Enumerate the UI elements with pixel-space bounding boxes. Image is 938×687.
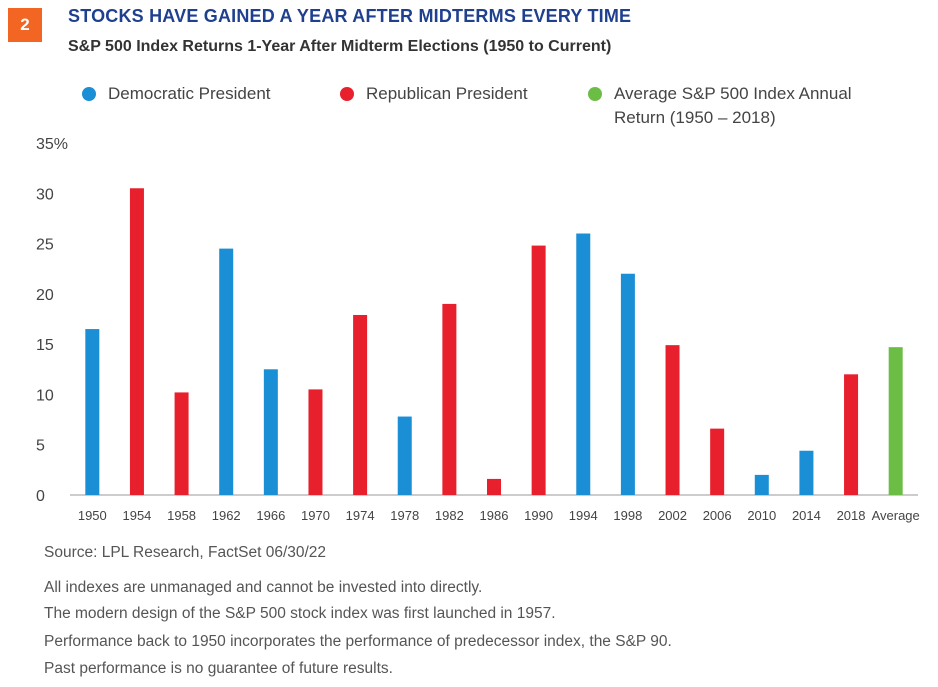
x-tick-label: 2014 bbox=[792, 508, 821, 523]
bar-average bbox=[888, 347, 903, 495]
bar-1966 bbox=[263, 369, 278, 495]
x-tick-label: 1982 bbox=[435, 508, 464, 523]
bar-1974 bbox=[353, 314, 368, 495]
bar-2002 bbox=[665, 345, 680, 495]
bar-1990 bbox=[531, 245, 546, 495]
legend-label-democratic: Democratic President bbox=[108, 84, 271, 103]
x-tick-label: 2002 bbox=[658, 508, 687, 523]
bar-1982 bbox=[442, 303, 457, 495]
legend-item-average: Average S&P 500 Index Annual Return (195… bbox=[588, 82, 864, 130]
bar-1954 bbox=[129, 188, 144, 495]
x-tick-label: 1990 bbox=[524, 508, 553, 523]
x-tick-label: 1950 bbox=[78, 508, 107, 523]
x-tick-label: 2010 bbox=[747, 508, 776, 523]
legend-item-democratic: Democratic President bbox=[82, 82, 358, 106]
bar-1958 bbox=[174, 392, 189, 495]
disclaimer-line-4: Past performance is no guarantee of futu… bbox=[44, 660, 393, 677]
chart-subtitle: S&P 500 Index Returns 1-Year After Midte… bbox=[68, 38, 612, 55]
bar-1962 bbox=[219, 248, 234, 495]
legend-item-republican: Republican President bbox=[340, 82, 616, 106]
bar-2006 bbox=[710, 428, 725, 495]
x-tick-label: 1970 bbox=[301, 508, 330, 523]
x-tick-label: 1974 bbox=[346, 508, 375, 523]
x-tick-label: 1966 bbox=[256, 508, 285, 523]
y-tick-label: 0 bbox=[36, 488, 45, 505]
y-tick-label: 30 bbox=[36, 186, 54, 203]
x-tick-label: 2006 bbox=[703, 508, 732, 523]
x-tick-label: 1958 bbox=[167, 508, 196, 523]
x-tick-label: 1954 bbox=[122, 508, 151, 523]
y-tick-label: 25 bbox=[36, 237, 54, 254]
legend-label-average: Average S&P 500 Index Annual Return (195… bbox=[614, 84, 852, 127]
bar-1994 bbox=[576, 233, 591, 495]
y-tick-label: 10 bbox=[36, 387, 54, 404]
x-tick-label: 1998 bbox=[613, 508, 642, 523]
chart-title: STOCKS HAVE GAINED A YEAR AFTER MIDTERMS… bbox=[68, 6, 632, 26]
y-tick-label: 5 bbox=[36, 438, 45, 455]
y-tick-label: 20 bbox=[36, 287, 54, 304]
x-tick-label: 2018 bbox=[837, 508, 866, 523]
figure-number-badge: 2 bbox=[8, 8, 42, 42]
y-tick-label: 15 bbox=[36, 337, 54, 354]
bar-2010 bbox=[754, 474, 769, 495]
disclaimer-line-3: Performance back to 1950 incorporates th… bbox=[44, 633, 672, 650]
x-tick-label: Average bbox=[872, 508, 920, 523]
bar-2014 bbox=[799, 450, 814, 495]
bar-2018 bbox=[844, 374, 859, 495]
x-tick-label: 1994 bbox=[569, 508, 598, 523]
bar-1998 bbox=[620, 273, 635, 495]
disclaimer-line-1: All indexes are unmanaged and cannot be … bbox=[44, 579, 483, 596]
bar-1950 bbox=[85, 329, 100, 495]
bar-1978 bbox=[397, 416, 412, 495]
source-note: Source: LPL Research, FactSet 06/30/22 bbox=[44, 544, 327, 561]
x-tick-label: 1978 bbox=[390, 508, 419, 523]
x-tick-label: 1986 bbox=[480, 508, 509, 523]
bar-1986 bbox=[487, 478, 501, 495]
y-tick-label: 35% bbox=[36, 136, 68, 153]
legend-dot-red-icon bbox=[340, 87, 354, 101]
x-tick-label: 1962 bbox=[212, 508, 241, 523]
legend-label-republican: Republican President bbox=[366, 84, 528, 103]
legend-dot-blue-icon bbox=[82, 87, 96, 101]
bar-1970 bbox=[308, 389, 323, 495]
disclaimer-line-2: The modern design of the S&P 500 stock i… bbox=[44, 605, 556, 622]
legend-dot-green-icon bbox=[588, 87, 602, 101]
